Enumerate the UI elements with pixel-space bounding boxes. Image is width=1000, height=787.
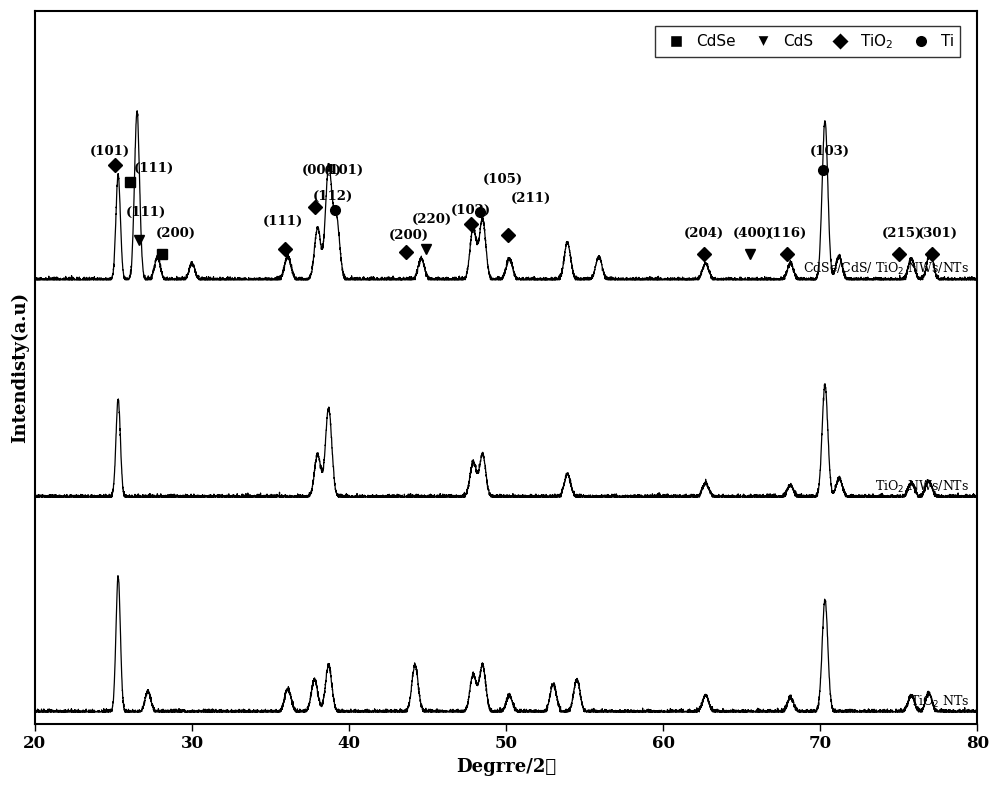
Text: TiO$_2$ NWs/NTs: TiO$_2$ NWs/NTs: [875, 478, 969, 494]
Text: (101): (101): [90, 146, 130, 158]
Text: (112): (112): [313, 190, 353, 202]
Text: (111): (111): [126, 206, 166, 219]
Text: (220): (220): [412, 213, 452, 226]
Text: (301): (301): [918, 227, 958, 240]
Text: (111): (111): [134, 161, 174, 175]
Text: CdSe/CdS/ TiO$_2$ NWs/NTs: CdSe/CdS/ TiO$_2$ NWs/NTs: [803, 261, 969, 277]
Legend: CdSe, CdS, TiO$_2$, Ti: CdSe, CdS, TiO$_2$, Ti: [655, 26, 960, 57]
Text: TiO$_2$ NTs: TiO$_2$ NTs: [910, 693, 969, 710]
Text: (004): (004): [302, 164, 342, 177]
Text: (111): (111): [263, 216, 303, 228]
Text: (204): (204): [684, 227, 724, 240]
Text: (105): (105): [483, 173, 523, 187]
Y-axis label: Intendisty(a.u): Intendisty(a.u): [11, 292, 29, 443]
Text: (101): (101): [324, 164, 364, 177]
Text: (400): (400): [732, 227, 772, 240]
Text: (200): (200): [156, 227, 196, 240]
Text: (103): (103): [809, 146, 849, 158]
Text: (211): (211): [511, 192, 551, 205]
Text: (102): (102): [451, 204, 491, 216]
Text: (200): (200): [388, 229, 428, 242]
X-axis label: Degrre/2ب: Degrre/2ب: [456, 758, 556, 776]
Text: (116): (116): [767, 227, 807, 240]
Text: (215): (215): [882, 227, 922, 240]
